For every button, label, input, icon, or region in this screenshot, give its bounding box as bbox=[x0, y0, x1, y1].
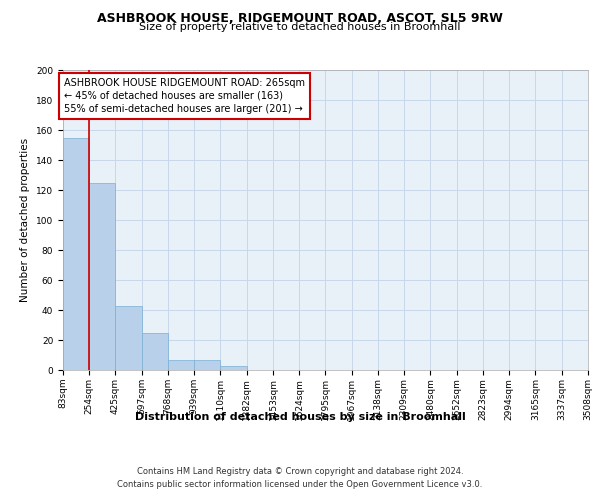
Bar bbox=[168, 360, 194, 370]
Text: Contains HM Land Registry data © Crown copyright and database right 2024.: Contains HM Land Registry data © Crown c… bbox=[137, 468, 463, 476]
Bar bbox=[588, 367, 600, 370]
Bar bbox=[115, 306, 142, 370]
Text: ASHBROOK HOUSE RIDGEMOUNT ROAD: 265sqm
← 45% of detached houses are smaller (163: ASHBROOK HOUSE RIDGEMOUNT ROAD: 265sqm ←… bbox=[64, 78, 305, 114]
Y-axis label: Number of detached properties: Number of detached properties bbox=[20, 138, 31, 302]
Bar bbox=[89, 182, 115, 370]
Bar bbox=[63, 138, 89, 370]
Bar bbox=[220, 366, 247, 370]
Text: Contains public sector information licensed under the Open Government Licence v3: Contains public sector information licen… bbox=[118, 480, 482, 489]
Text: ASHBROOK HOUSE, RIDGEMOUNT ROAD, ASCOT, SL5 9RW: ASHBROOK HOUSE, RIDGEMOUNT ROAD, ASCOT, … bbox=[97, 12, 503, 26]
Text: Distribution of detached houses by size in Broomhall: Distribution of detached houses by size … bbox=[134, 412, 466, 422]
Bar bbox=[194, 360, 220, 370]
Bar bbox=[142, 332, 168, 370]
Text: Size of property relative to detached houses in Broomhall: Size of property relative to detached ho… bbox=[139, 22, 461, 32]
